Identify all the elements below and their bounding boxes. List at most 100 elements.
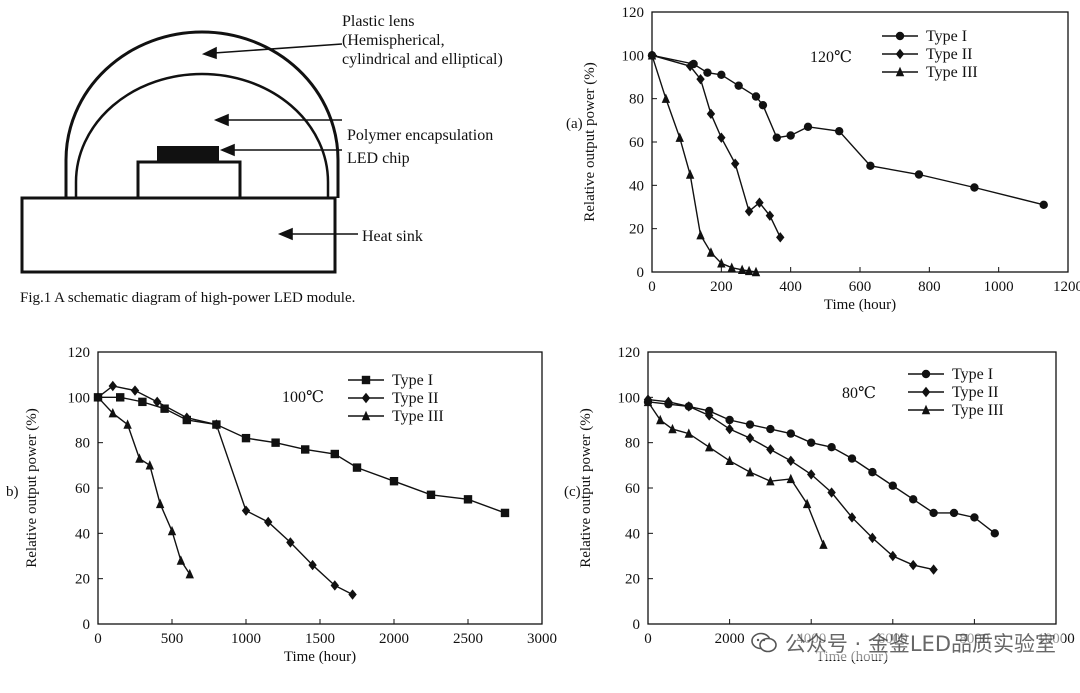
data-point	[330, 449, 339, 459]
y-axis-label: Relative output power (%)	[578, 408, 594, 568]
chart-a: 0 20 40 60 80 100 120 0 200 400 600 800 1000 1200 Time…	[560, 0, 1080, 330]
panel-label: b)	[6, 484, 19, 500]
chart-b-svg: 0 20 40 60 80 100 120 0 500 1000 1500 2000 2500 3000 T…	[6, 345, 557, 665]
data-point	[271, 438, 280, 447]
y-tick-label: 40	[75, 526, 90, 542]
x-tick-label: 0	[648, 279, 656, 295]
data-point	[727, 262, 736, 272]
data-point	[776, 232, 785, 243]
lens-arrow	[213, 43, 343, 54]
data-point	[241, 505, 251, 516]
led-chip	[157, 146, 219, 161]
data-point	[703, 68, 712, 77]
panel-label: (a)	[566, 116, 583, 132]
x-tick-label: 1200	[1053, 279, 1080, 295]
data-point	[241, 433, 251, 443]
wechat-icon	[751, 632, 777, 654]
legend-marker	[361, 392, 371, 404]
y-tick-label: 0	[633, 617, 641, 633]
data-point	[737, 264, 747, 275]
y-tick-label: 20	[625, 572, 640, 588]
watermark-text: 公众号 · 金鉴LED品质实验室	[784, 632, 1056, 656]
data-point	[706, 108, 716, 120]
data-point	[888, 550, 897, 562]
data-point	[675, 132, 684, 142]
data-point	[108, 380, 117, 392]
data-point	[847, 454, 857, 463]
data-point	[786, 455, 795, 466]
data-point	[123, 419, 132, 429]
data-point	[909, 559, 918, 571]
data-point	[744, 265, 754, 276]
data-point	[182, 412, 191, 423]
series-type-iii	[643, 396, 828, 549]
y-tick-label: 40	[625, 526, 640, 542]
data-point	[706, 247, 716, 257]
data-point	[755, 197, 764, 208]
y-axis-label: Relative output power (%)	[582, 62, 598, 222]
y-tick-label: 40	[629, 178, 644, 194]
legend-label: Type III	[926, 64, 978, 81]
panel-label: (c)	[564, 484, 581, 500]
data-point	[751, 266, 761, 277]
data-point	[802, 498, 812, 509]
y-tick-label: 20	[75, 572, 90, 588]
series-line	[647, 401, 996, 534]
y-tick-label: 80	[625, 436, 640, 452]
legend-marker	[921, 369, 931, 379]
data-point	[868, 467, 877, 477]
x-tick-label: 0	[644, 631, 652, 647]
diagram-svg: Plastic lens (Hemispherical, cylindrical…	[20, 13, 503, 306]
led-module-diagram: Plastic lens (Hemispherical, cylindrical…	[0, 0, 560, 320]
y-tick-label: 120	[622, 5, 645, 21]
data-point	[725, 455, 734, 465]
data-point	[734, 81, 743, 90]
series-type-i	[647, 51, 1048, 210]
data-point	[348, 589, 357, 600]
data-point	[772, 133, 781, 142]
temperature-annotation: 80℃	[842, 385, 876, 402]
temperature-annotation: 120℃	[810, 49, 852, 66]
data-point	[888, 481, 897, 490]
plot-frame	[651, 11, 1069, 273]
series-type-iii	[647, 50, 761, 277]
data-point	[685, 169, 695, 179]
legend-marker	[921, 404, 931, 415]
data-point	[970, 183, 979, 192]
series-type-i	[93, 393, 510, 518]
legend-label: Type II	[926, 46, 972, 63]
data-point	[731, 158, 740, 169]
chart-c-svg: 0204060801001200200040006000800010000Tim…	[564, 345, 1075, 665]
data-point	[352, 463, 362, 472]
data-point	[766, 444, 775, 455]
legend-marker	[895, 66, 905, 77]
polymer-encapsulation	[74, 72, 330, 198]
y-tick-label: 0	[83, 617, 91, 633]
data-point	[696, 73, 705, 85]
data-point	[717, 258, 726, 268]
label-lens-1: Plastic lens	[342, 13, 414, 30]
x-tick-label: 2500	[453, 631, 483, 647]
legend-marker	[895, 48, 905, 60]
y-tick-label: 60	[629, 135, 644, 151]
temperature-annotation: 100℃	[282, 389, 324, 406]
chart-c: 0204060801001200200040006000800010000Tim…	[560, 336, 1080, 688]
y-tick-label: 100	[618, 390, 641, 406]
data-point	[330, 580, 339, 591]
y-tick-label: 120	[618, 345, 641, 361]
data-point	[93, 392, 103, 402]
data-point	[929, 508, 938, 518]
data-point	[717, 70, 726, 80]
data-point	[786, 429, 795, 438]
x-tick-label: 600	[849, 279, 872, 295]
data-point	[153, 396, 162, 408]
data-point	[116, 393, 125, 402]
data-point	[138, 397, 147, 407]
series-line	[647, 401, 825, 545]
data-point	[301, 445, 310, 454]
data-point	[426, 490, 436, 499]
data-point	[914, 170, 924, 179]
label-heat-sink: Heat sink	[362, 228, 423, 245]
y-tick-label: 120	[68, 345, 91, 361]
series-type-ii	[93, 380, 357, 600]
